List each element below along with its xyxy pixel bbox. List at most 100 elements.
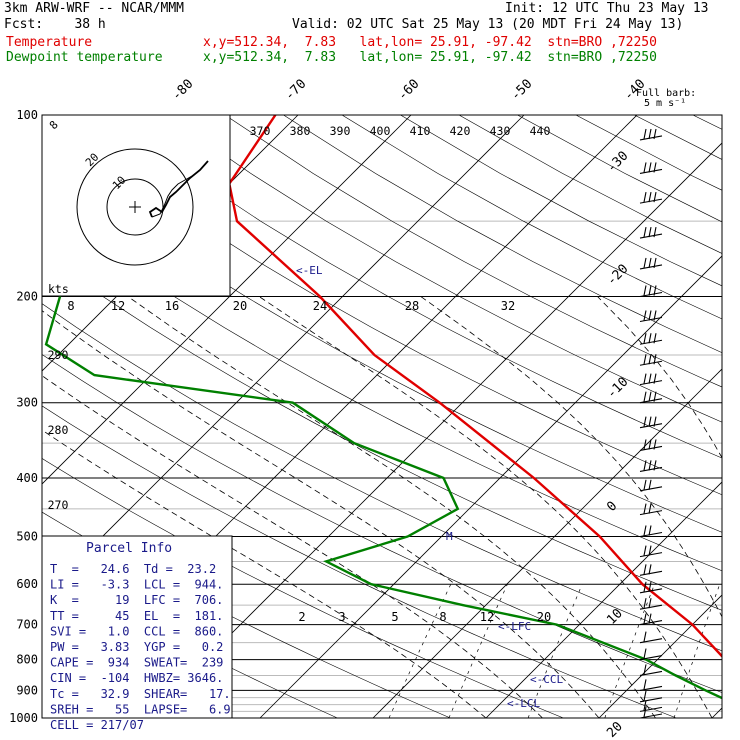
wind-barb xyxy=(639,706,663,712)
wind-barb-flag xyxy=(648,525,652,536)
parcel-info-box xyxy=(41,535,233,719)
parcel-info-row: Tc = 32.9 SHEAR= 17. xyxy=(50,687,231,701)
wind-barb-flag xyxy=(648,564,652,575)
plot-frame xyxy=(41,114,723,719)
mixing-ratio-label: 3 xyxy=(338,610,345,624)
moist-adiabat xyxy=(42,310,600,718)
level-marker: <-LCL xyxy=(507,697,540,710)
hodograph-speed-label: 20 xyxy=(233,299,247,313)
wind-barb-flag xyxy=(643,581,647,592)
wind-barb-flag xyxy=(643,128,647,140)
mixing-ratio-label: 20 xyxy=(537,610,551,624)
wind-barb-flag xyxy=(648,285,652,296)
wind-barb-flag xyxy=(648,391,652,402)
dry-adiabat xyxy=(107,115,722,459)
wind-barb-flag xyxy=(653,226,657,238)
hodograph-trace xyxy=(148,160,209,218)
dry-adiabat xyxy=(42,303,722,652)
pressure-tick-label-100: 100 xyxy=(16,108,38,122)
wind-barb xyxy=(639,380,663,386)
theta-e-label: 440 xyxy=(530,124,551,138)
wind-barb-flag xyxy=(648,162,652,173)
wind-barb xyxy=(639,697,663,703)
dry-adiabat xyxy=(42,204,722,572)
wind-barb-flag xyxy=(653,373,657,384)
wind-barb xyxy=(639,466,663,472)
theta-e-side-label: 270 xyxy=(48,498,69,512)
wind-barb xyxy=(639,713,663,719)
wind-barb-flag xyxy=(648,439,652,450)
theta-e-label: 420 xyxy=(450,124,471,138)
temp-tick-label-right: -30 xyxy=(604,149,631,176)
wind-barb-flag xyxy=(643,631,647,642)
wind-barb-flag xyxy=(648,460,652,471)
wind-barb-flag xyxy=(643,354,647,365)
moist-adiabat xyxy=(420,296,722,618)
dry-adiabat xyxy=(692,115,722,130)
wind-barb-flag xyxy=(653,162,657,173)
pressure-tick-label-300: 300 xyxy=(16,396,38,410)
wind-barb-flag xyxy=(648,581,652,592)
pressure-tick-label-400: 400 xyxy=(16,471,38,485)
wind-barb-flag xyxy=(643,310,647,321)
wind-barb-flag xyxy=(648,310,652,321)
wind-barb xyxy=(639,264,663,270)
wind-barb-flag xyxy=(653,285,657,296)
wind-barb-flag xyxy=(643,664,647,675)
wind-barb-flag xyxy=(653,333,657,344)
parcel-info-row: CAPE = 934 SWEAT= 239 xyxy=(50,656,223,670)
wind-barb-flag xyxy=(643,679,647,690)
temperature-line xyxy=(228,115,722,658)
mixing-ratio-label: 8 xyxy=(439,610,446,624)
theta-e-label: 400 xyxy=(370,124,391,138)
wind-barb xyxy=(639,233,663,239)
wind-barb-flag xyxy=(648,416,652,427)
wind-barb-flag xyxy=(648,128,652,140)
hodograph-unit-label: kts xyxy=(48,282,69,296)
mixing-ratio-label: 5 xyxy=(391,610,398,624)
wind-barb xyxy=(639,570,663,576)
wind-barb-flag xyxy=(653,128,657,140)
wind-barb xyxy=(639,135,663,141)
wind-barb-flag xyxy=(648,373,652,384)
temp-tick-label-right: -10 xyxy=(604,375,631,402)
dry-adiabat xyxy=(42,566,338,718)
theta-e-side-label: 280 xyxy=(48,423,69,437)
wind-barb xyxy=(639,445,663,451)
pressure-tick-label-700: 700 xyxy=(16,618,38,632)
hodograph-speed-label: 8 xyxy=(67,299,74,313)
parcel-info-row: K = 19 LFC = 706. xyxy=(50,593,223,607)
dry-adiabat xyxy=(49,115,722,496)
parcel-info-row: SVI = 1.0 CCL = 860. xyxy=(50,624,223,638)
wind-barb xyxy=(639,638,663,644)
isotherm-0 xyxy=(485,481,722,718)
wind-barb xyxy=(639,339,663,345)
wind-barb-flag xyxy=(643,391,647,402)
isotherm-20 xyxy=(711,707,722,718)
theta-e-label: 380 xyxy=(290,124,311,138)
wind-barb xyxy=(639,670,663,676)
mixing-ratio-line xyxy=(527,584,583,718)
wind-barb-flag xyxy=(643,162,647,173)
level-marker: <-LFC xyxy=(498,620,531,633)
wind-barb xyxy=(639,398,663,404)
dewpoint-label: Dewpoint temperature xyxy=(6,50,163,65)
hodograph-speed-label: 12 xyxy=(111,299,125,313)
pressure-tick-label-900: 900 xyxy=(16,683,38,697)
parcel-info-row: SREH = 55 LAPSE= 6.9 xyxy=(50,702,231,716)
wind-barb-flag xyxy=(643,460,647,471)
dry-adiabat xyxy=(42,253,722,611)
hodograph-trace-2 xyxy=(151,175,193,218)
wind-barb-flag xyxy=(643,503,647,514)
temp-tick-label-right: 0 xyxy=(604,499,620,515)
wind-barb-flag xyxy=(643,226,647,238)
dry-adiabat xyxy=(166,115,722,423)
dry-adiabat xyxy=(42,405,677,718)
wind-barb-flag xyxy=(643,416,647,427)
temp-tick-label-right: -20 xyxy=(604,262,631,289)
wind-barb xyxy=(639,552,663,558)
plot-area xyxy=(42,115,722,718)
parcel-info-row: CIN = -104 HWBZ= 3646. xyxy=(50,671,223,685)
temp-tick-label: -80 xyxy=(169,77,196,104)
